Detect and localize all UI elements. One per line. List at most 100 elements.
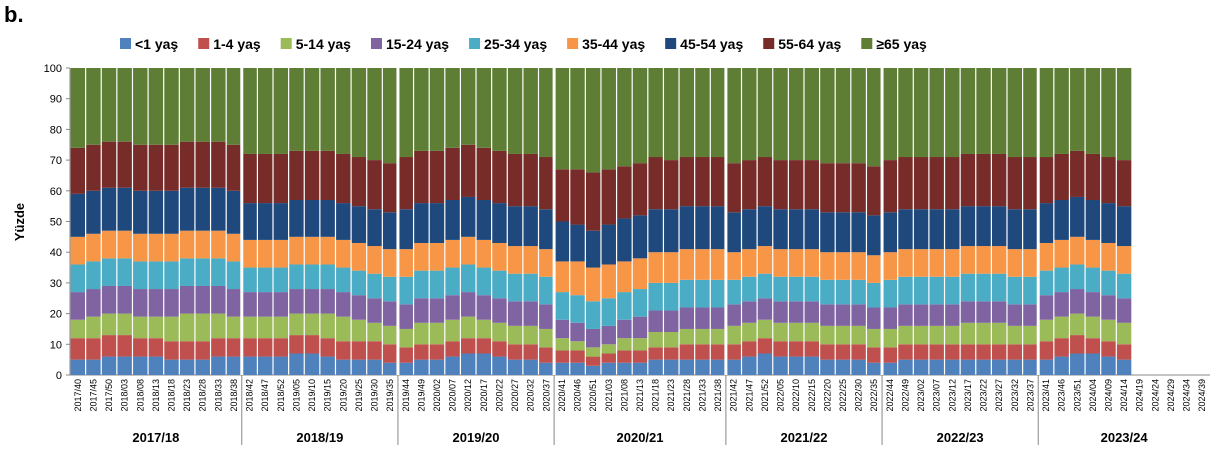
bar-segment: [1116, 359, 1132, 375]
y-tick-label: 90: [50, 94, 62, 106]
bar-segment: [695, 359, 710, 375]
bar-segment: [773, 341, 788, 357]
bar-segment: [507, 359, 523, 375]
bar-segment: [1023, 276, 1038, 305]
bar-segment: [429, 322, 445, 345]
bar-segment: [86, 190, 101, 234]
legend-label: ≥65 yaş: [876, 36, 927, 52]
bar-segment: [1070, 68, 1085, 151]
bar-segment: [70, 236, 86, 265]
bar-segment: [461, 196, 476, 237]
bar-segment: [1023, 359, 1038, 375]
bar-segment: [585, 356, 601, 366]
bar-segment: [835, 325, 851, 345]
bar-segment: [539, 276, 554, 305]
bar-segment: [523, 344, 538, 360]
bar-segment: [539, 249, 554, 277]
bar-segment: [1038, 319, 1054, 342]
x-tick-label: 2024/24: [1150, 379, 1160, 412]
bar-segment: [773, 356, 788, 375]
bar-segment: [788, 301, 804, 323]
bar-segment: [133, 261, 148, 290]
bar-segment: [70, 359, 86, 375]
bar-segment: [648, 310, 663, 333]
bar-segment: [429, 270, 445, 299]
bar-segment: [351, 341, 367, 360]
bar-segment: [945, 359, 960, 375]
bar-segment: [117, 68, 132, 142]
bar-segment: [461, 264, 476, 293]
bar-segment: [851, 359, 866, 375]
bar-segment: [226, 356, 242, 375]
bar-segment: [1038, 270, 1054, 296]
bar-segment: [554, 169, 570, 222]
bar-segment: [788, 249, 804, 277]
bar-segment: [148, 289, 164, 317]
bar-segment: [1101, 270, 1116, 296]
bar-segment: [492, 322, 507, 342]
bar-segment: [867, 166, 882, 216]
bar-segment: [945, 325, 960, 345]
bar-segment: [507, 246, 523, 274]
bar-segment: [820, 68, 835, 164]
bar-segment: [1070, 196, 1085, 237]
bar-segment: [1101, 319, 1116, 342]
bar-segment: [179, 359, 195, 375]
bar-segment: [1116, 322, 1132, 345]
bar-segment: [242, 267, 257, 293]
bar-segment: [898, 325, 913, 345]
bar-segment: [585, 365, 601, 375]
bar-segment: [742, 160, 757, 210]
bar-segment: [726, 304, 741, 326]
bar-segment: [242, 356, 257, 375]
bar-segment: [617, 218, 632, 262]
bar-segment: [945, 344, 960, 360]
x-tick-label: 2020/27: [510, 379, 520, 412]
bar-segment: [1101, 203, 1116, 243]
bar-segment: [960, 153, 976, 207]
bar-segment: [773, 276, 788, 302]
bar-segment: [242, 153, 257, 204]
bar-segment: [257, 316, 273, 339]
bar-segment: [133, 233, 148, 262]
bar-segment: [554, 362, 570, 375]
bar-segment: [351, 319, 367, 342]
bar-segment: [273, 316, 289, 339]
bar-segment: [820, 359, 835, 375]
bar-segment: [804, 68, 819, 161]
legend-swatch: [198, 38, 210, 49]
bar-segment: [851, 344, 866, 360]
bar-segment: [585, 328, 601, 348]
bar-segment: [742, 249, 757, 277]
bar-segment: [617, 350, 632, 363]
bar-segment: [414, 203, 429, 243]
bar-segment: [164, 341, 179, 360]
legend-swatch: [861, 38, 873, 49]
bar-segment: [429, 242, 445, 271]
bar-segment: [991, 273, 1007, 302]
x-tick-label: 2019/15: [323, 379, 333, 412]
bar-segment: [929, 209, 944, 250]
bar-segment: [1070, 264, 1085, 290]
bar-segment: [726, 359, 741, 375]
season-label: 2022/23: [937, 430, 984, 445]
bar-segment: [179, 230, 195, 259]
bar-segment: [882, 212, 898, 253]
bar-segment: [398, 157, 413, 210]
legend-swatch: [469, 38, 481, 49]
x-tick-label: 2020/07: [448, 379, 458, 412]
legend-label: 45-54 yaş: [680, 36, 743, 52]
bar-segment: [320, 356, 335, 375]
bar-segment: [226, 261, 242, 290]
bar-segment: [117, 356, 132, 375]
bar-segment: [336, 239, 351, 268]
x-tick-label: 2017/45: [88, 379, 98, 412]
bar-segment: [195, 141, 210, 188]
bar-segment: [1054, 292, 1069, 317]
bar-segment: [164, 190, 179, 234]
bar-segment: [617, 362, 632, 375]
bar-segment: [289, 264, 304, 290]
bar-segment: [820, 212, 835, 253]
y-tick-label: 0: [56, 370, 62, 382]
bar-segment: [617, 261, 632, 293]
